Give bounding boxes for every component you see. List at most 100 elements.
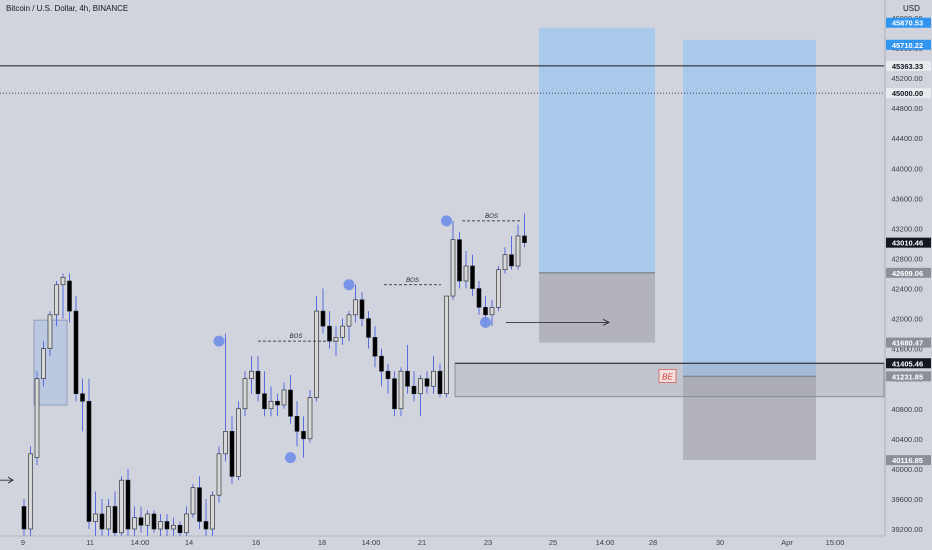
candle-bull xyxy=(119,479,124,534)
candle-bear xyxy=(405,370,410,387)
candle-bull xyxy=(346,314,352,327)
swing-marker xyxy=(213,335,225,347)
price-label-box xyxy=(886,267,931,278)
candle-bull xyxy=(268,400,274,410)
candle-bull xyxy=(28,453,33,530)
candle-bull xyxy=(236,408,241,477)
candle-bull xyxy=(463,265,469,282)
bos-label: BOS xyxy=(485,214,498,220)
candle-bear xyxy=(73,310,79,395)
candle-bull xyxy=(515,235,521,267)
candle-bear xyxy=(372,337,378,357)
bos-label: BOS xyxy=(290,334,303,340)
price-label: 45870.53 xyxy=(892,19,923,28)
swing-marker xyxy=(343,279,355,291)
candle-bull xyxy=(502,254,508,271)
candle-bear xyxy=(112,506,118,534)
candle-bear xyxy=(164,521,170,530)
swing-marker xyxy=(441,215,452,227)
price-label: 43010.46 xyxy=(892,239,923,248)
projection-arrow-head xyxy=(602,318,610,326)
candle-bull xyxy=(47,314,53,349)
price-label-box xyxy=(886,371,931,382)
candle-bear xyxy=(457,239,462,282)
candle-bull xyxy=(132,517,137,530)
candle-bull xyxy=(210,494,215,530)
x-tick-label: 30 xyxy=(716,538,724,547)
swing-marker xyxy=(480,316,491,328)
candle-bear xyxy=(288,389,293,417)
price-label: 41680.47 xyxy=(892,339,923,348)
candle-bull xyxy=(216,453,222,496)
candle-bear xyxy=(366,318,371,338)
price-label-box xyxy=(886,17,931,28)
y-tick-label: 40800.00 xyxy=(891,405,922,414)
candle-bull xyxy=(418,378,423,395)
x-tick-label: 28 xyxy=(649,538,657,547)
candle-bull xyxy=(41,348,46,380)
candle-bear xyxy=(86,400,92,522)
candle-bull xyxy=(158,521,163,530)
x-tick-label: 18 xyxy=(318,538,326,547)
x-tick-label: 14:00 xyxy=(131,538,150,547)
y-tick-label: 44000.00 xyxy=(891,164,922,173)
x-tick-label: 23 xyxy=(484,538,492,547)
candle-bear xyxy=(359,299,365,319)
be-box xyxy=(658,369,677,383)
candle-bear xyxy=(392,378,397,410)
x-tick-label: 14 xyxy=(185,538,193,547)
candle-bull xyxy=(54,284,59,316)
y-tick-label: 39600.00 xyxy=(891,495,922,504)
candle-bull xyxy=(489,307,495,316)
candle-bear xyxy=(470,265,475,289)
candle-bull xyxy=(145,513,150,526)
price-label: 42609.06 xyxy=(892,269,923,278)
candle-bear xyxy=(203,521,209,530)
candle-bull xyxy=(281,389,287,406)
y-tick-label: 40400.00 xyxy=(891,435,922,444)
candle-bear xyxy=(151,513,157,530)
price-label-box xyxy=(886,337,931,348)
candle-bear xyxy=(509,254,514,267)
x-tick-label: 25 xyxy=(549,538,557,547)
price-label-box xyxy=(886,358,931,369)
candle-bear xyxy=(379,355,384,372)
candle-bull xyxy=(106,506,111,530)
candle-bull xyxy=(60,276,66,286)
x-tick-label: 15:00 xyxy=(826,538,845,547)
candle-bear xyxy=(125,479,131,530)
time-axis-background xyxy=(0,536,932,550)
candle-bull xyxy=(34,378,40,458)
candle-bear xyxy=(411,385,417,395)
candle-bear xyxy=(424,378,430,387)
candle-bull xyxy=(333,337,339,342)
be-label: BE xyxy=(662,372,673,381)
candle-bull xyxy=(93,513,98,522)
price-label: 41405.46 xyxy=(892,359,923,368)
candle-bear xyxy=(229,431,235,477)
y-tick-label: 43600.00 xyxy=(891,194,922,203)
candle-bear xyxy=(67,280,72,312)
candle-bear xyxy=(255,370,261,395)
currency-label: USD xyxy=(903,4,920,13)
candle-bear xyxy=(522,235,527,243)
x-tick-label: Apr xyxy=(781,538,793,547)
price-label-box xyxy=(886,88,931,99)
candle-bear xyxy=(327,325,332,342)
candle-bear xyxy=(385,370,391,380)
candle-bear xyxy=(275,400,280,406)
long-position-1-target-zone xyxy=(539,27,655,273)
candle-bear xyxy=(437,370,443,395)
y-tick-label: 42000.00 xyxy=(891,315,922,324)
candle-bull xyxy=(496,269,501,308)
price-label-box xyxy=(886,237,931,248)
bos-label: BOS xyxy=(406,278,419,284)
price-label: 41231.85 xyxy=(892,372,923,381)
y-tick-label: 41600.00 xyxy=(891,345,922,354)
price-label-box xyxy=(886,39,931,50)
candle-bear xyxy=(197,487,202,522)
long-position-1-stop-zone xyxy=(539,272,655,343)
x-tick-label: 14:00 xyxy=(362,538,381,547)
